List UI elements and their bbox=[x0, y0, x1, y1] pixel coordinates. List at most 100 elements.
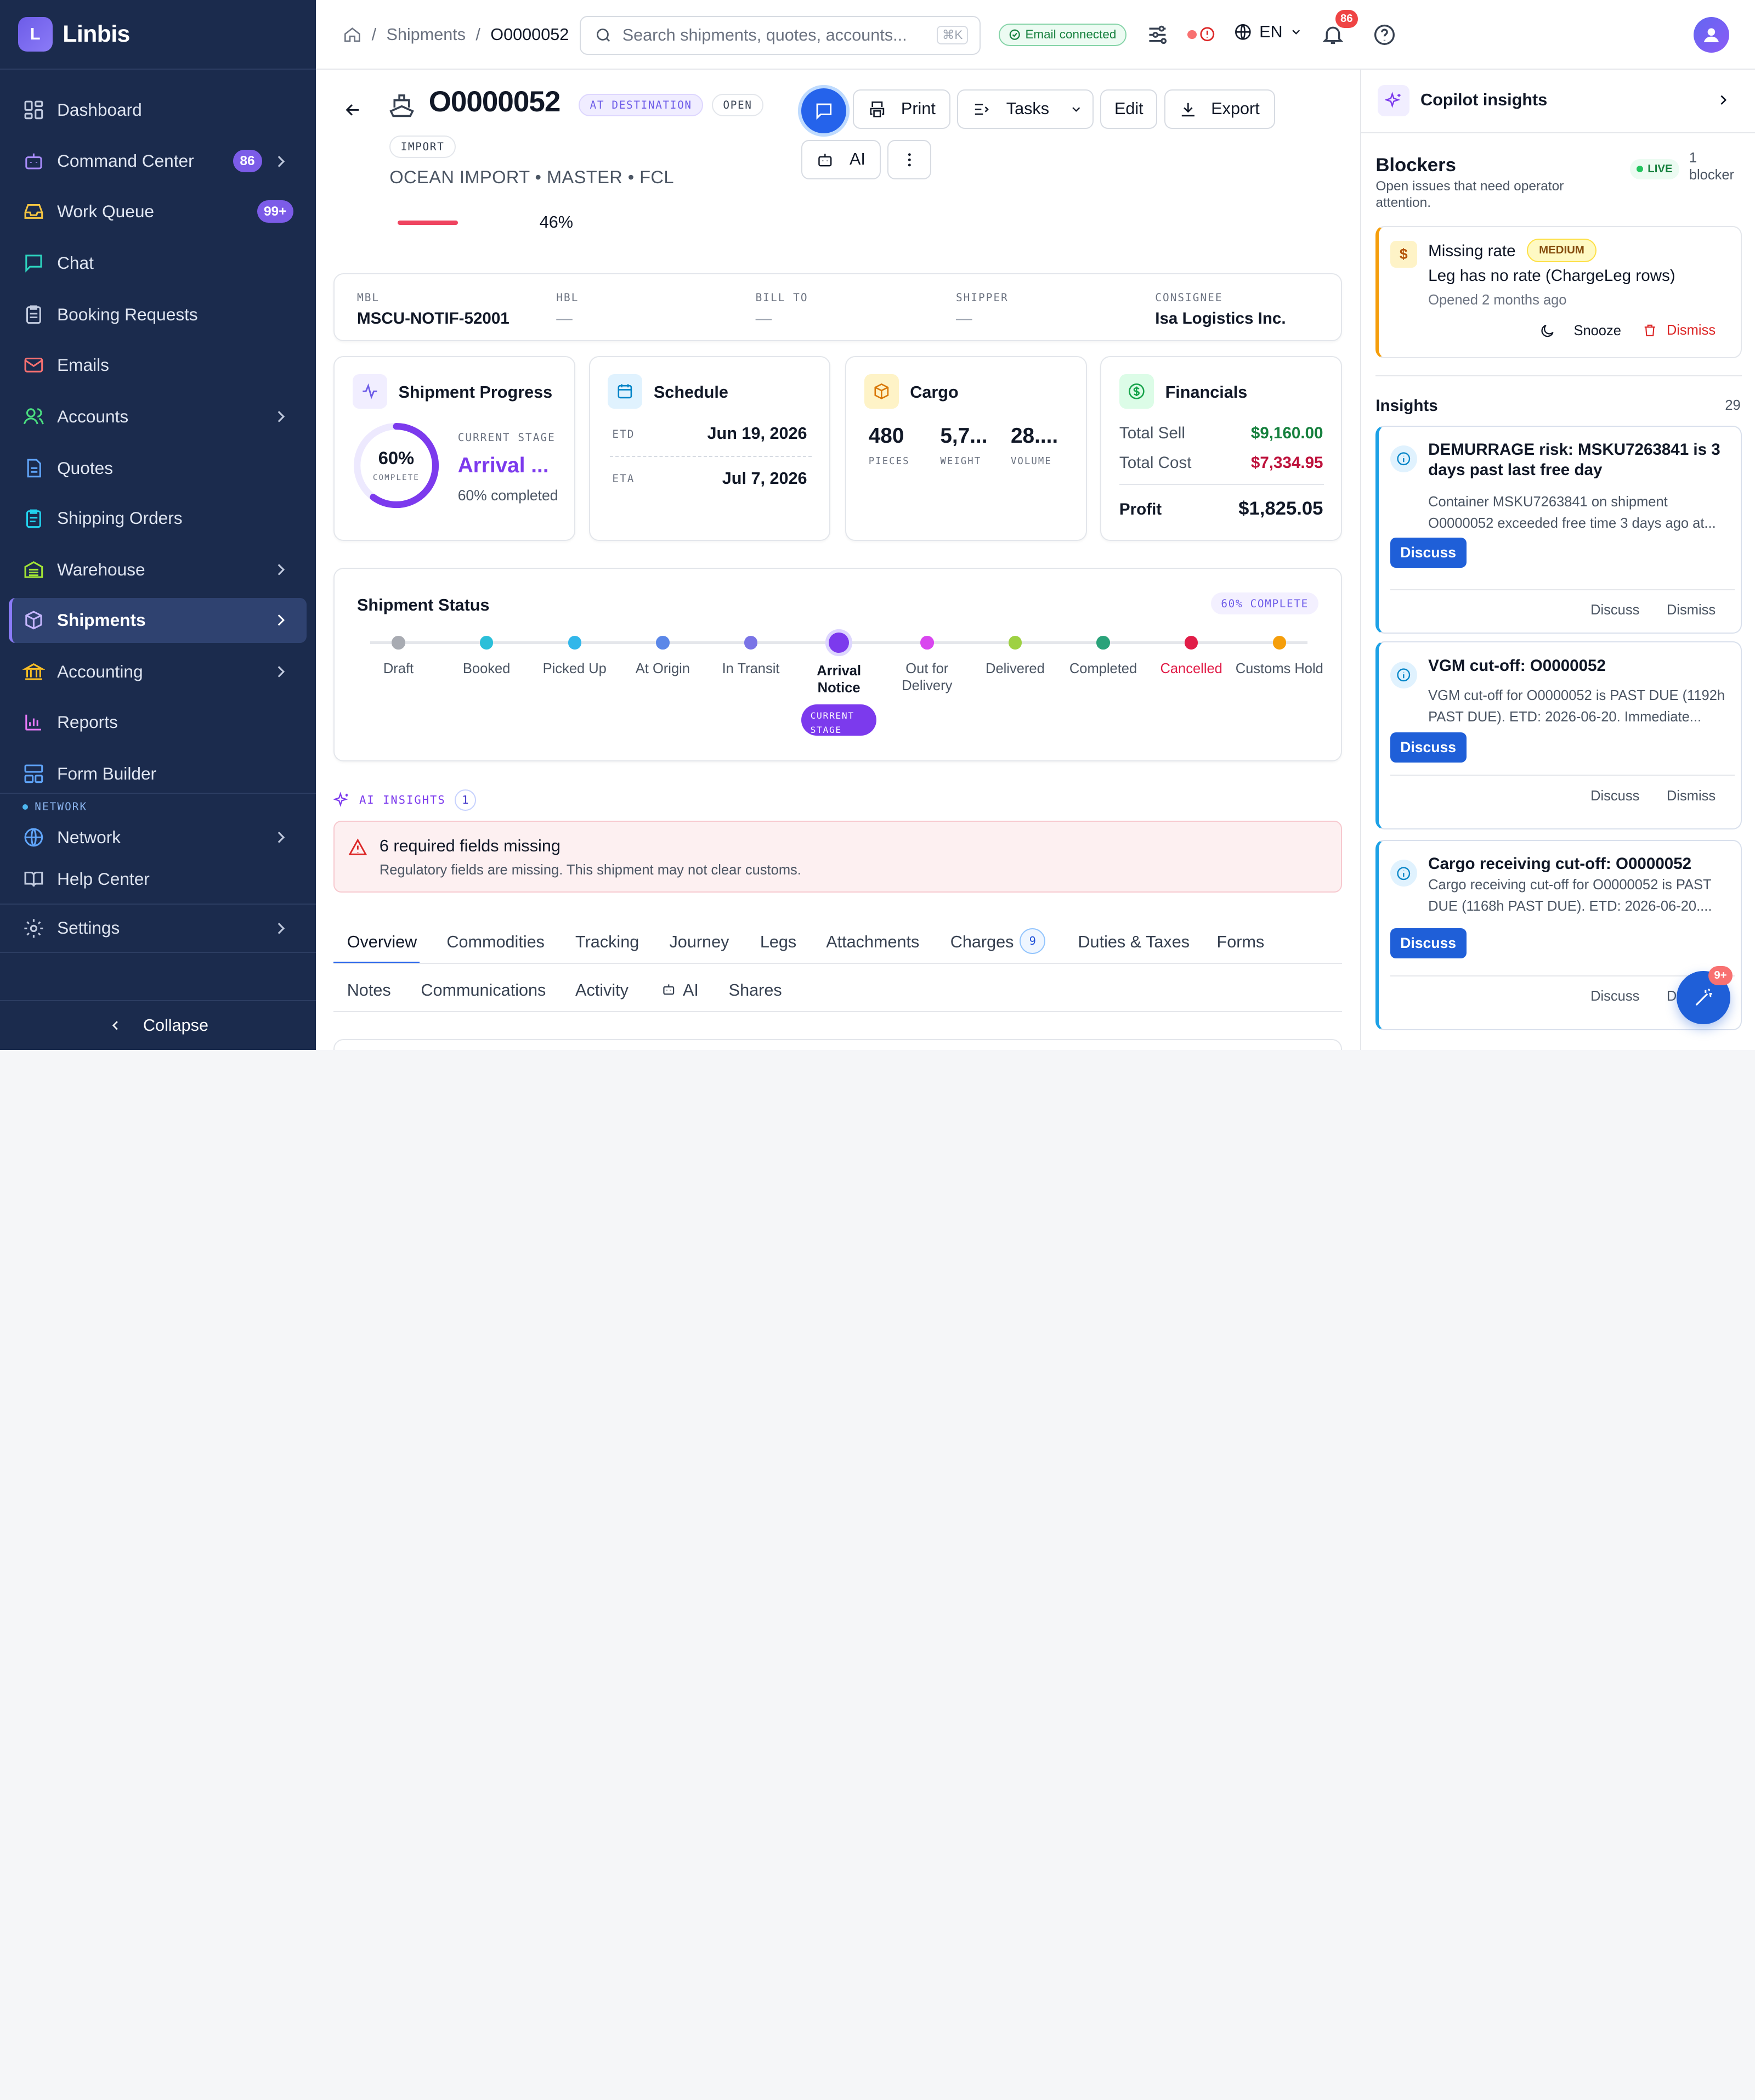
search-input[interactable]: Search shipments, quotes, accounts... ⌘K bbox=[580, 15, 981, 55]
sidebar-item-emails[interactable]: Emails bbox=[9, 343, 307, 388]
chevron-right-icon bbox=[278, 614, 285, 626]
sidebar-item-accounting[interactable]: Accounting bbox=[9, 650, 307, 695]
sidebar-item-form-builder[interactable]: Form Builder bbox=[9, 752, 307, 797]
tab-forms[interactable]: Forms bbox=[1216, 933, 1265, 952]
card-title: Cargo bbox=[910, 382, 959, 402]
insight-card[interactable]: DEMURRAGE risk: MSKU7263841 is 3 days pa… bbox=[1375, 425, 1742, 634]
sidebar-item-command-center[interactable]: Command Center 86 bbox=[9, 139, 307, 184]
clipboard-icon bbox=[26, 305, 41, 324]
edit-button[interactable]: Edit bbox=[1100, 89, 1158, 129]
dismiss-link[interactable]: Dismiss bbox=[1666, 788, 1716, 804]
tab-charges[interactable]: Charges bbox=[950, 933, 1014, 952]
sidebar-item-dashboard[interactable]: Dashboard bbox=[9, 87, 307, 132]
tasks-button[interactable]: Tasks bbox=[957, 89, 1094, 129]
charges-count-badge: 9 bbox=[1020, 928, 1046, 954]
count-badge: 99+ bbox=[257, 200, 293, 223]
insight-card[interactable]: VGM cut-off: O0000052 VGM cut-off for O00… bbox=[1375, 641, 1742, 830]
back-arrow-icon[interactable] bbox=[343, 100, 363, 120]
sidebar-item-label: Help Center bbox=[57, 868, 150, 889]
export-button[interactable]: Export bbox=[1164, 89, 1275, 129]
app-logo: L bbox=[18, 16, 53, 52]
tab-commodities[interactable]: Commodities bbox=[446, 933, 545, 952]
stage-label[interactable]: Delivered bbox=[986, 661, 1045, 677]
calendar-icon bbox=[608, 374, 643, 409]
notification-badge: 86 bbox=[1335, 10, 1358, 28]
home-icon[interactable] bbox=[343, 25, 362, 44]
blocker-opened: Opened 2 months ago bbox=[1428, 292, 1567, 308]
help-icon[interactable] bbox=[1372, 22, 1397, 47]
brand[interactable]: L Linbis bbox=[0, 0, 316, 70]
tab-duties-taxes[interactable]: Duties & Taxes bbox=[1078, 933, 1190, 952]
package-icon bbox=[864, 374, 899, 409]
sidebar-item-reports[interactable]: Reports bbox=[9, 700, 307, 745]
insight-card[interactable]: Cargo receiving cut-off: O0000052 Cargo r… bbox=[1375, 839, 1742, 1030]
insight-body: VGM cut-off for O0000052 is PAST DUE (11… bbox=[1428, 688, 1725, 725]
email-status-badge[interactable]: Email connected bbox=[998, 23, 1126, 46]
tab-attachments[interactable]: Attachments bbox=[826, 933, 920, 952]
sidebar-item-booking-requests[interactable]: Booking Requests bbox=[9, 292, 307, 337]
chevron-right-icon[interactable] bbox=[1715, 92, 1732, 109]
tab-activity[interactable]: Activity bbox=[575, 980, 629, 1000]
dismiss-button[interactable]: Dismiss bbox=[1642, 323, 1716, 338]
sidebar-item-shipments[interactable]: Shipments bbox=[9, 597, 307, 643]
stage-label[interactable]: Picked Up bbox=[542, 661, 607, 677]
profit-value: $1,825.05 bbox=[1238, 498, 1323, 520]
tab-ai[interactable]: AI bbox=[682, 980, 699, 1000]
sidebar-item-help-center[interactable]: Help Center bbox=[9, 856, 307, 901]
sidebar-item-shipping-orders[interactable]: Shipping Orders bbox=[9, 496, 307, 541]
insight-title: DEMURRAGE risk: MSKU7263841 is 3 days pa… bbox=[1428, 441, 1720, 479]
tab-legs[interactable]: Legs bbox=[760, 933, 797, 952]
info-icon bbox=[1390, 860, 1417, 887]
stage-label[interactable]: In Transit bbox=[722, 661, 780, 677]
dismiss-link[interactable]: Dismiss bbox=[1666, 602, 1716, 618]
discuss-link[interactable]: Discuss bbox=[1590, 989, 1640, 1004]
more-button[interactable] bbox=[887, 140, 932, 179]
sidebar-item-accounts[interactable]: Accounts bbox=[9, 394, 307, 439]
sidebar-item-chat[interactable]: Chat bbox=[9, 241, 307, 286]
tab-journey[interactable]: Journey bbox=[669, 933, 729, 952]
sidebar-item-quotes[interactable]: Quotes bbox=[9, 445, 307, 490]
stage-label[interactable]: Customs Hold bbox=[1235, 661, 1323, 677]
weight-value: 5,7... bbox=[940, 424, 988, 448]
avatar[interactable] bbox=[1694, 16, 1730, 53]
collapse-button[interactable]: Collapse bbox=[0, 1001, 316, 1051]
tab-tracking[interactable]: Tracking bbox=[575, 933, 639, 952]
discuss-button[interactable]: Discuss bbox=[1390, 537, 1467, 568]
missing-fields-alert[interactable]: 6 required fields missing Regulatory fie… bbox=[333, 821, 1343, 893]
snooze-button[interactable]: Snooze bbox=[1539, 323, 1621, 340]
discuss-button[interactable]: Discuss bbox=[1390, 928, 1467, 959]
stage-label[interactable]: Draft bbox=[383, 661, 414, 677]
topbar: / Shipments / O0000052 Search shipments,… bbox=[315, 0, 1755, 70]
language-selector[interactable]: EN bbox=[1233, 22, 1303, 42]
tab-shares[interactable]: Shares bbox=[728, 980, 782, 1000]
stage-label[interactable]: Booked bbox=[462, 661, 511, 677]
alert-circle-icon[interactable] bbox=[1199, 26, 1216, 43]
shipment-id: O0000052 bbox=[428, 86, 561, 118]
tab-overview[interactable]: Overview bbox=[347, 933, 417, 952]
bell-icon[interactable] bbox=[1321, 22, 1345, 47]
sliders-icon[interactable] bbox=[1145, 22, 1170, 47]
tab-notes[interactable]: Notes bbox=[347, 980, 391, 1000]
card-title: Shipment Progress bbox=[398, 382, 553, 402]
discuss-link[interactable]: Discuss bbox=[1590, 602, 1640, 618]
stage-label[interactable]: At Origin bbox=[635, 661, 690, 677]
discuss-button[interactable]: Discuss bbox=[1390, 732, 1467, 763]
stage-label[interactable]: Out for Delivery bbox=[902, 661, 953, 693]
tab-communications[interactable]: Communications bbox=[421, 980, 546, 1000]
discuss-link[interactable]: Discuss bbox=[1590, 788, 1640, 804]
sidebar-item-network[interactable]: Network bbox=[9, 815, 307, 860]
card-title: Shipment Status bbox=[357, 595, 490, 614]
ref-mbl: MBL MSCU-NOTIF-52001 bbox=[357, 291, 509, 328]
chat-button[interactable] bbox=[801, 88, 846, 133]
breadcrumb-shipments[interactable]: Shipments bbox=[386, 25, 466, 44]
blocker-card[interactable]: $ Missing rate MEDIUM Leg has no rate (C… bbox=[1375, 226, 1742, 359]
stage-label[interactable]: Arrival Notice bbox=[817, 663, 862, 696]
stage-label[interactable]: Cancelled bbox=[1160, 661, 1222, 677]
bot-icon bbox=[663, 984, 675, 995]
ai-button[interactable]: AI bbox=[801, 140, 881, 179]
sidebar-item-warehouse[interactable]: Warehouse bbox=[9, 547, 307, 592]
sidebar-item-work-queue[interactable]: Work Queue 99+ bbox=[9, 189, 307, 234]
print-button[interactable]: Print bbox=[853, 89, 950, 129]
stage-label[interactable]: Completed bbox=[1069, 661, 1137, 677]
sidebar-item-settings[interactable]: Settings bbox=[9, 906, 307, 951]
